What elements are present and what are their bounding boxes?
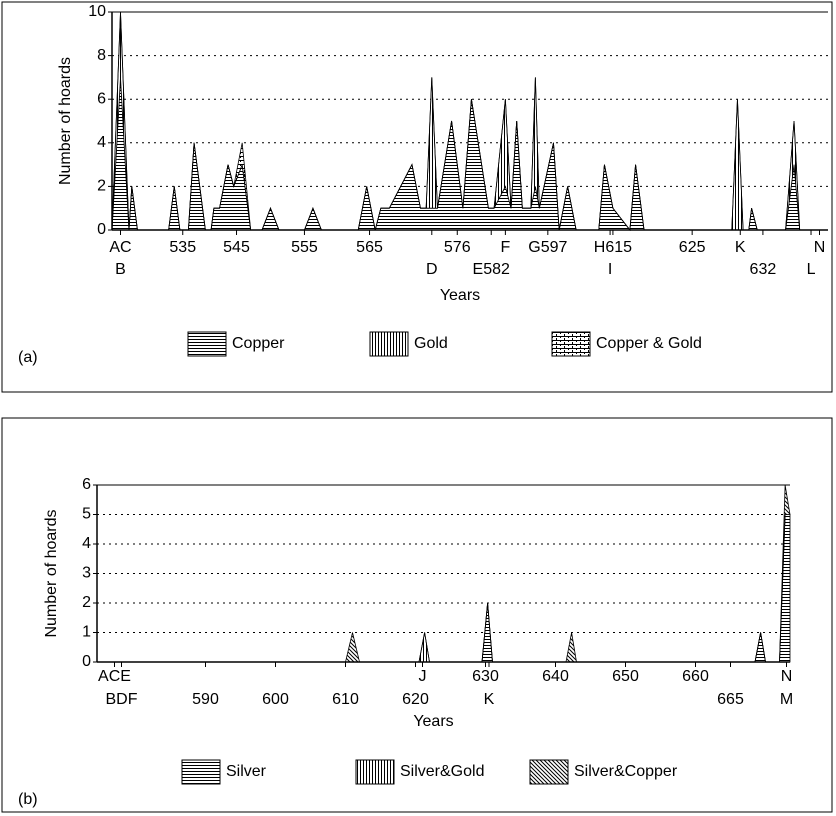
x-tick-label: 650 (612, 668, 639, 685)
x-tick-label: K (735, 239, 746, 256)
x-tick-label: E582 (473, 261, 510, 278)
x-tick-label: D (426, 261, 438, 278)
y-axis-label: Number of hoards (57, 57, 74, 185)
legend-swatch (529, 759, 569, 785)
x-tick-label: B (115, 261, 126, 278)
x-tick-label: G597 (528, 239, 567, 256)
panel-frame (1, 1, 833, 393)
x-axis-label: Years (413, 713, 453, 730)
panel-label: (b) (18, 791, 38, 808)
area (97, 514, 790, 663)
x-tick-label: 665 (717, 691, 744, 708)
x-tick-label: 610 (332, 691, 359, 708)
x-tick-label: 620 (402, 691, 429, 708)
y-tick-label: 6 (82, 476, 91, 493)
x-tick-label: N (781, 668, 793, 685)
x-tick-label: 632 (750, 261, 777, 278)
x-tick-label: 640 (542, 668, 569, 685)
y-tick-label: 6 (97, 90, 106, 107)
legend-label: Copper & Gold (596, 335, 702, 352)
legend-label: Silver (226, 763, 267, 780)
x-tick-label: M (780, 691, 793, 708)
x-tick-label: N (814, 239, 826, 256)
x-tick-label: 630 (472, 668, 499, 685)
x-tick-label: F (500, 239, 510, 256)
y-tick-label: 4 (97, 134, 106, 151)
y-tick-label: 0 (97, 221, 106, 238)
x-axis-label: Years (440, 287, 480, 304)
legend-swatch (355, 759, 395, 785)
x-tick-label: 535 (169, 239, 196, 256)
y-tick-label: 10 (88, 3, 106, 20)
legend-label: Gold (414, 335, 448, 352)
x-tick-label: 545 (223, 239, 250, 256)
x-tick-label: 576 (444, 239, 471, 256)
legend-swatch (187, 331, 227, 357)
x-tick-label: ACE (98, 668, 131, 685)
x-tick-label: H615 (594, 239, 632, 256)
x-tick-label: 600 (262, 691, 289, 708)
x-tick-label: 625 (679, 239, 706, 256)
x-tick-label: 565 (356, 239, 383, 256)
legend-swatch (181, 759, 221, 785)
x-tick-label: J (419, 668, 427, 685)
x-tick-label: K (484, 691, 495, 708)
y-tick-label: 5 (82, 506, 91, 523)
x-tick-label: L (807, 261, 816, 278)
x-tick-label: BDF (106, 691, 138, 708)
y-tick-label: 4 (82, 535, 91, 552)
panel-frame (1, 417, 833, 813)
legend-label: Silver&Gold (400, 763, 484, 780)
legend-swatch (369, 331, 409, 357)
x-tick-label: 590 (192, 691, 219, 708)
y-tick-label: 0 (82, 653, 91, 670)
panel-label: (a) (18, 349, 38, 366)
y-tick-label: 1 (82, 624, 91, 641)
x-tick-label: I (608, 261, 612, 278)
y-tick-label: 2 (97, 178, 106, 195)
y-tick-label: 3 (82, 565, 91, 582)
x-tick-label: 555 (291, 239, 318, 256)
y-tick-label: 2 (82, 594, 91, 611)
area (97, 514, 791, 663)
x-tick-label: 660 (682, 668, 709, 685)
legend-swatch (551, 331, 591, 357)
y-tick-label: 8 (97, 47, 106, 64)
legend-label: Copper (232, 335, 285, 352)
x-tick-label: AC (109, 239, 131, 256)
legend-label: Silver&Copper (574, 763, 678, 780)
y-axis-label: Number of hoards (43, 509, 60, 637)
